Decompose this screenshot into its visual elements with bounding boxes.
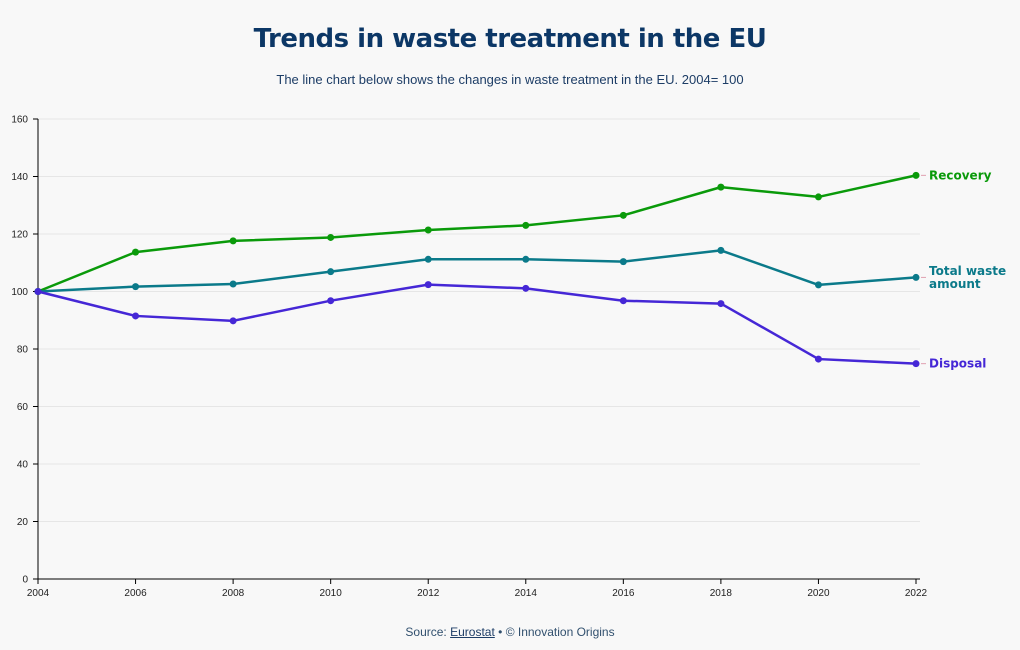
data-point xyxy=(814,281,822,289)
separator: • xyxy=(494,625,506,639)
data-point xyxy=(424,255,432,263)
series-total-waste-amount xyxy=(34,246,920,295)
data-point xyxy=(619,297,627,305)
source-link[interactable]: Eurostat xyxy=(450,625,495,639)
data-point xyxy=(522,255,530,263)
data-point xyxy=(522,284,530,292)
x-tick-label: 2014 xyxy=(515,588,538,599)
data-point xyxy=(522,221,530,229)
data-point xyxy=(424,281,432,289)
series-recovery xyxy=(34,171,920,295)
series-line xyxy=(37,249,917,293)
x-tick-label: 2010 xyxy=(320,588,343,599)
x-tick-label: 2018 xyxy=(710,588,733,599)
y-tick-label: 80 xyxy=(17,345,29,356)
series-label: Total waste xyxy=(929,264,1006,278)
data-point xyxy=(34,288,42,295)
x-tick-label: 2008 xyxy=(222,588,245,599)
y-tick-label: 0 xyxy=(22,575,28,586)
data-point xyxy=(327,268,335,276)
x-tick-label: 2006 xyxy=(124,588,147,599)
data-point xyxy=(132,248,140,256)
x-tick-label: 2012 xyxy=(417,588,440,599)
y-tick-label: 120 xyxy=(11,230,28,241)
data-point xyxy=(717,300,725,308)
data-point xyxy=(814,193,822,201)
x-tick-label: 2020 xyxy=(807,588,830,599)
data-point xyxy=(717,246,725,254)
series-line xyxy=(37,174,917,293)
y-tick-label: 160 xyxy=(11,115,28,126)
x-tick-label: 2004 xyxy=(27,588,50,599)
series-label: Recovery xyxy=(929,168,992,182)
series-label: Disposal xyxy=(929,357,986,371)
data-point xyxy=(229,280,237,288)
chart-subtitle: The line chart below shows the changes i… xyxy=(276,72,744,87)
axes: 0 20 40 60 80 100 120 140 160 2004 2006 2008 2010 201… xyxy=(11,115,927,600)
data-point xyxy=(912,360,920,368)
data-point xyxy=(619,258,627,266)
credit: © Innovation Origins xyxy=(505,625,615,639)
y-tick-label: 20 xyxy=(17,517,29,528)
gridlines xyxy=(38,118,920,522)
source-footer: Source: Eurostat • © Innovation Origins xyxy=(0,625,1020,639)
series-lines xyxy=(34,171,920,368)
data-point xyxy=(619,211,627,219)
x-tick-label: 2022 xyxy=(905,588,928,599)
data-point xyxy=(912,273,920,281)
data-point xyxy=(912,171,920,179)
data-point xyxy=(327,297,335,305)
x-tick-label: 2016 xyxy=(612,588,635,599)
data-point xyxy=(717,183,725,191)
series-line xyxy=(37,283,917,365)
data-point xyxy=(132,283,140,291)
y-tick-label: 100 xyxy=(11,287,28,298)
y-tick-label: 140 xyxy=(11,172,28,183)
data-point xyxy=(327,233,335,241)
y-tick-label: 40 xyxy=(17,460,29,471)
data-point xyxy=(229,317,237,325)
series-label: amount xyxy=(929,277,981,291)
data-point xyxy=(229,237,237,245)
data-point xyxy=(424,226,432,234)
data-point xyxy=(814,355,822,363)
y-tick-label: 60 xyxy=(17,402,29,413)
chart-title: Trends in waste treatment in the EU xyxy=(253,24,767,54)
data-point xyxy=(132,312,140,320)
source-prefix: Source: xyxy=(405,625,451,639)
series-disposal xyxy=(34,281,920,368)
